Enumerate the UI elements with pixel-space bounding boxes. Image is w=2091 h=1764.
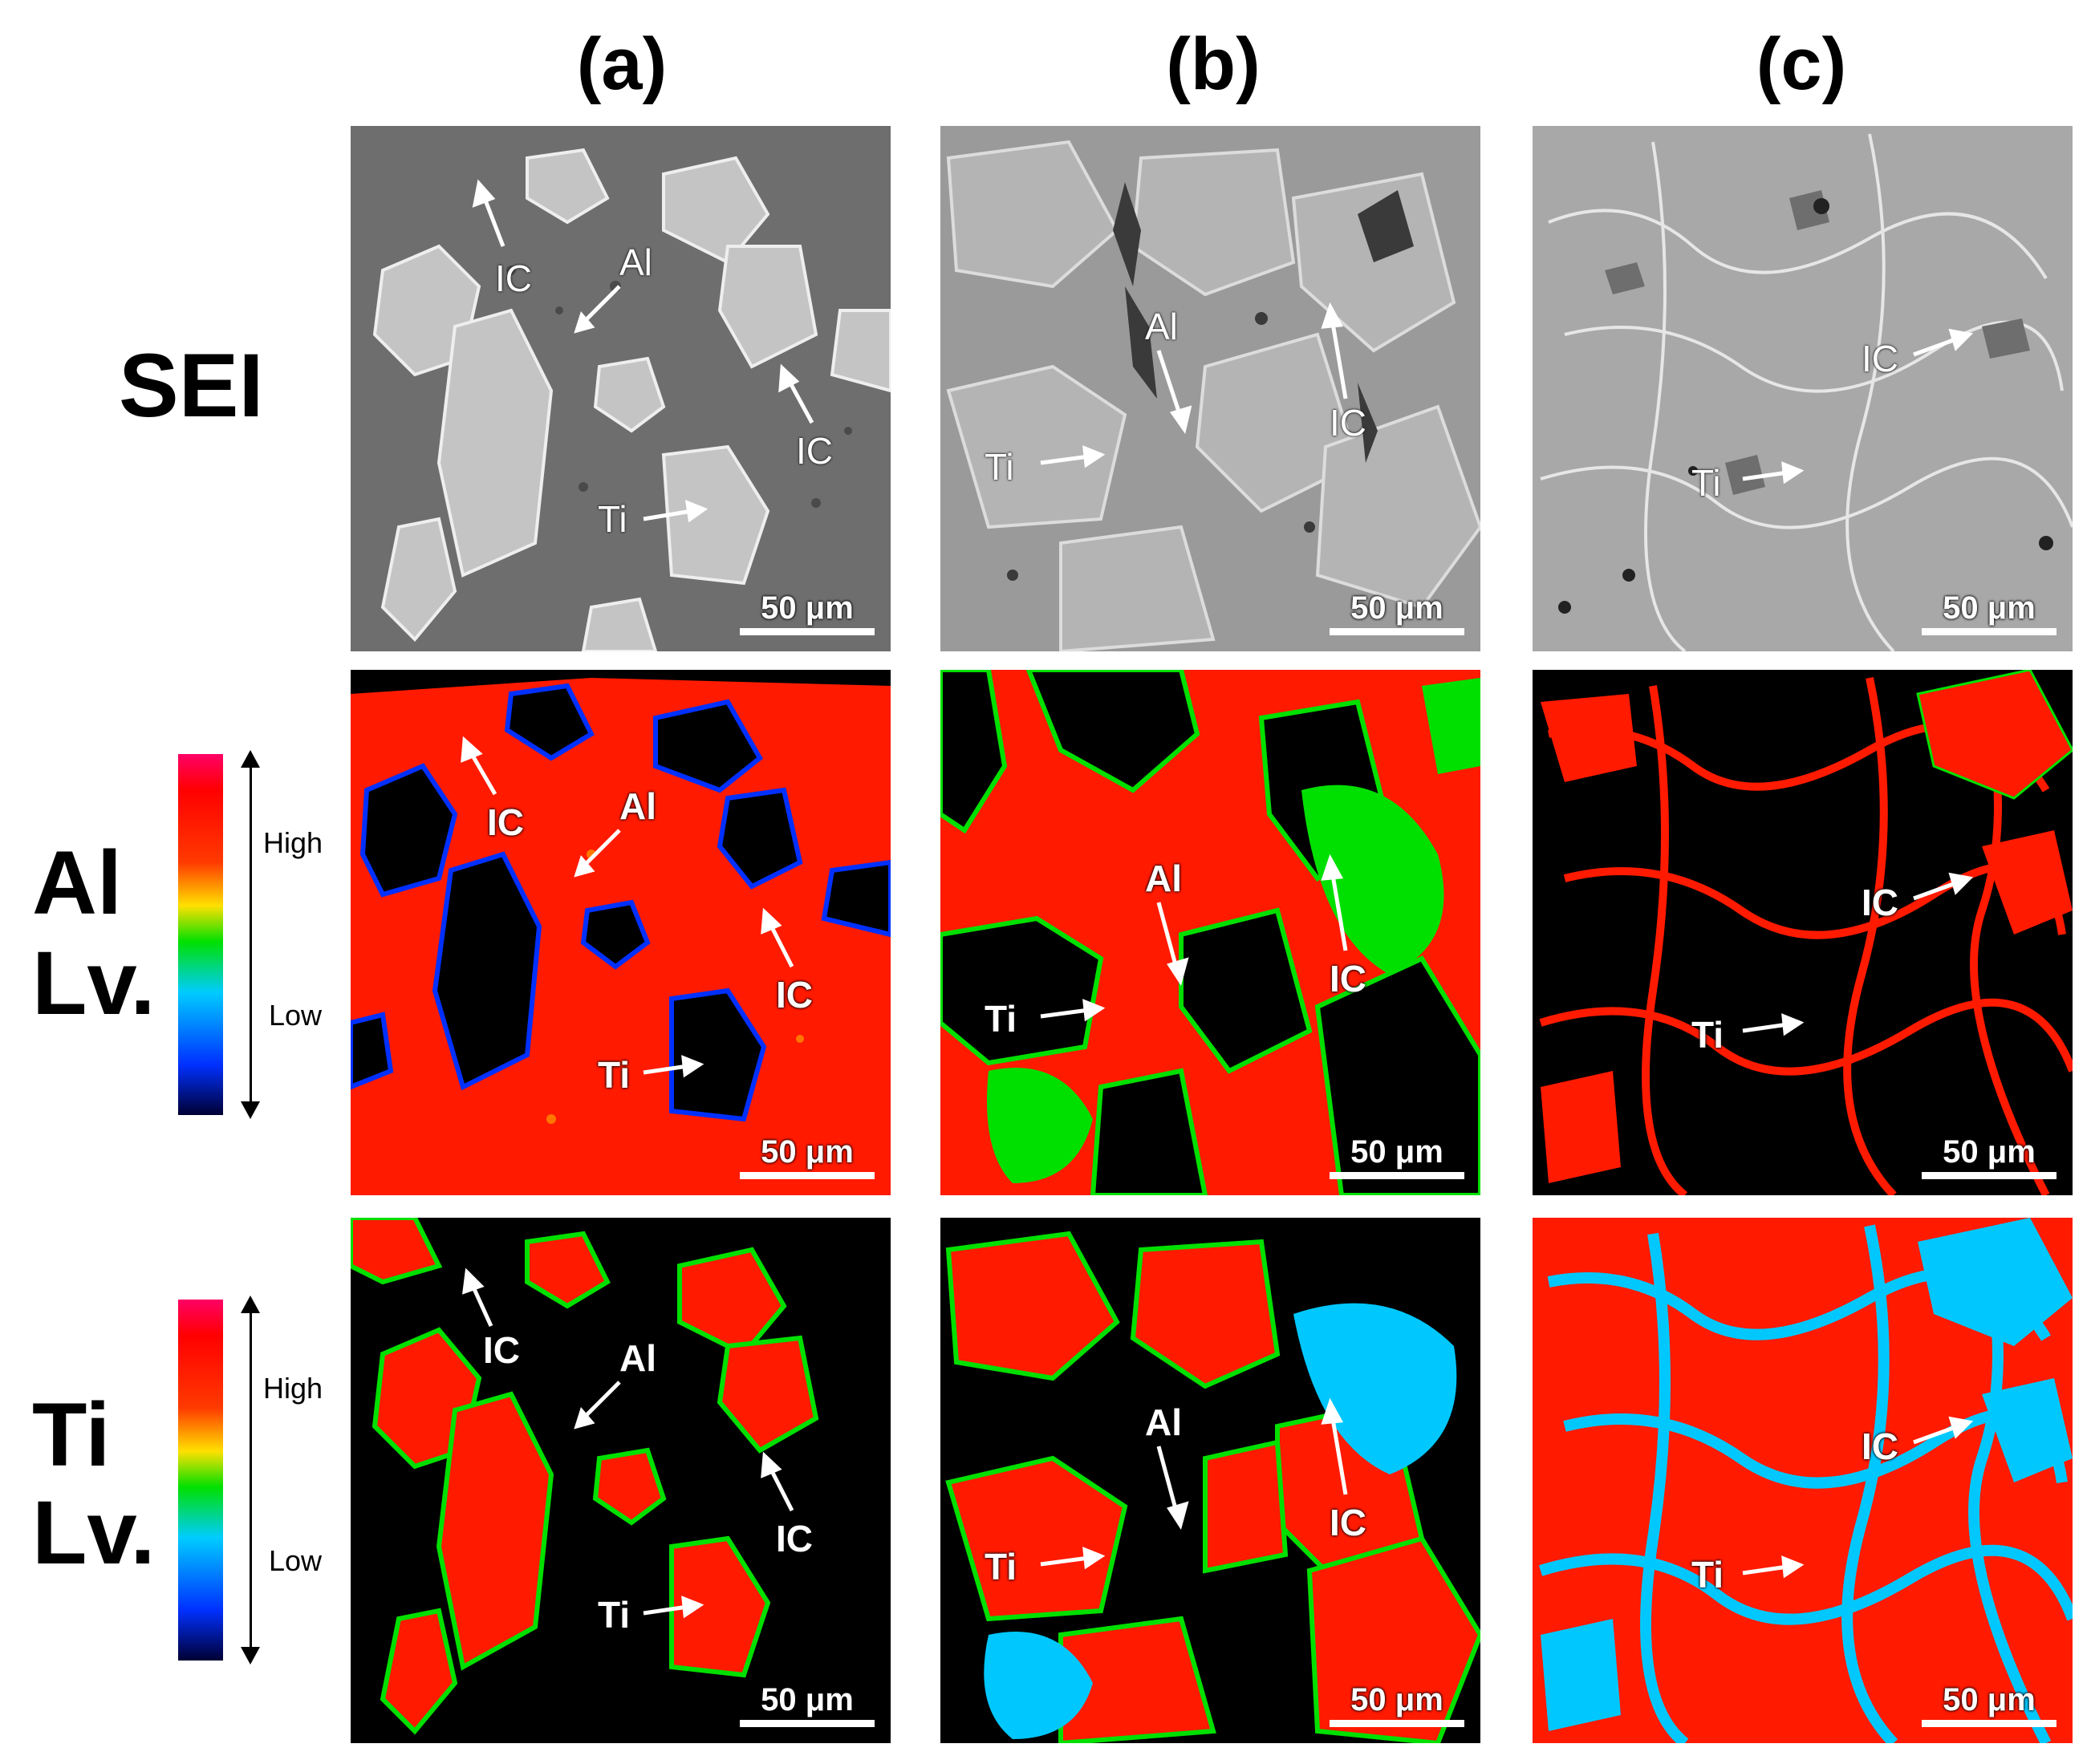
label-al: Al — [619, 241, 652, 283]
column-header-a: (a) — [576, 23, 668, 105]
scale-bar: 50 μm — [1922, 1135, 2056, 1179]
label-ti: Ti — [598, 1594, 631, 1636]
label-ti: Ti — [1691, 462, 1721, 504]
label-ic: IC — [1330, 958, 1366, 1000]
ti-legend-high: High — [263, 1372, 323, 1405]
label-ic: IC — [1862, 882, 1898, 923]
label-al: Al — [619, 1337, 656, 1379]
row-header-al-line1: Al — [32, 833, 122, 933]
label-ti: Ti — [985, 998, 1017, 1040]
ti-legend-low: Low — [269, 1544, 323, 1577]
label-al: Al — [1145, 306, 1178, 347]
label-ic: IC — [796, 430, 833, 472]
label-ic: IC — [776, 974, 813, 1016]
scale-bar: 50 μm — [1922, 1683, 2056, 1727]
al-legend-high: High — [263, 826, 323, 859]
label-ic: IC — [487, 801, 524, 843]
label-ic: IC — [1330, 1502, 1366, 1543]
ti-colorbar — [178, 1300, 223, 1661]
label-ic: IC — [1330, 402, 1366, 444]
row-header-al-line2: Lv. — [32, 933, 156, 1033]
scale-bar: 50 μm — [740, 1683, 875, 1727]
scale-bar: 50 μm — [1330, 1135, 1464, 1179]
al-map-panel-b: Al IC Ti 50 μm — [940, 670, 1480, 1195]
label-ti: Ti — [598, 498, 627, 540]
label-ic: IC — [495, 258, 532, 299]
label-al: Al — [1145, 858, 1182, 899]
label-ic: IC — [776, 1518, 813, 1559]
ti-level-arrow — [238, 1296, 262, 1665]
scale-bar: 50 μm — [1922, 591, 2056, 635]
al-map-panel-c: IC Ti 50 μm — [1533, 670, 2073, 1195]
label-ti: Ti — [985, 446, 1014, 488]
sei-panel-b: Al IC Ti 50 μm — [940, 126, 1480, 651]
row-header-ti-line1: Ti — [32, 1385, 111, 1485]
ti-map-panel-c: IC Ti 50 μm — [1533, 1218, 2073, 1743]
row-header-sei: SEI — [119, 335, 264, 436]
al-map-panel-a: IC IC Al Ti 50 μm — [351, 670, 891, 1195]
ti-map-panel-a: IC IC Al Ti 50 μm — [351, 1218, 891, 1743]
label-ic: IC — [483, 1329, 520, 1371]
label-al: Al — [1145, 1401, 1182, 1443]
label-al: Al — [619, 785, 656, 827]
scale-bar: 50 μm — [1330, 1683, 1464, 1727]
label-ti: Ti — [598, 1054, 631, 1096]
sei-panel-c: IC Ti 50 μm — [1533, 126, 2073, 651]
label-ic: IC — [1862, 338, 1898, 379]
ti-map-panel-b: Al IC Ti 50 μm — [940, 1218, 1480, 1743]
row-header-ti-line2: Lv. — [32, 1482, 156, 1583]
column-header-c: (c) — [1756, 23, 1847, 105]
al-legend-low: Low — [269, 999, 323, 1032]
label-ic: IC — [1862, 1425, 1898, 1467]
sei-panel-a: IC IC Al Ti 50 μm — [351, 126, 891, 651]
scale-bar: 50 μm — [740, 591, 875, 635]
scale-bar: 50 μm — [1330, 591, 1464, 635]
label-ti: Ti — [1691, 1554, 1724, 1596]
label-ti: Ti — [985, 1546, 1017, 1588]
label-ti: Ti — [1691, 1014, 1724, 1056]
al-level-arrow — [238, 750, 262, 1119]
scale-bar: 50 μm — [740, 1135, 875, 1179]
al-colorbar — [178, 754, 223, 1115]
column-header-b: (b) — [1166, 23, 1261, 105]
